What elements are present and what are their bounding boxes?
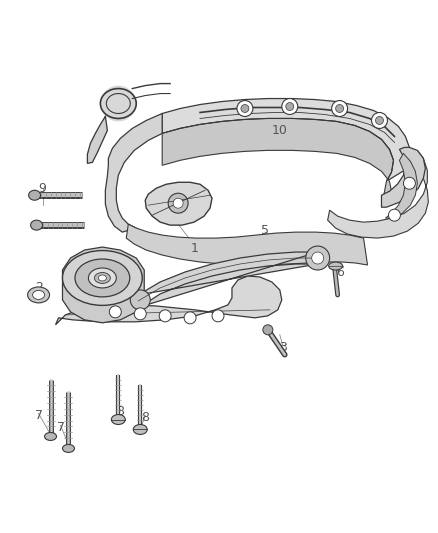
- Ellipse shape: [63, 251, 142, 305]
- Circle shape: [332, 101, 348, 117]
- Circle shape: [312, 252, 324, 264]
- Polygon shape: [106, 114, 162, 232]
- Text: 3: 3: [279, 341, 287, 354]
- Circle shape: [100, 86, 136, 122]
- Circle shape: [212, 310, 224, 322]
- Text: 5: 5: [261, 224, 269, 237]
- Text: 6: 6: [336, 266, 343, 279]
- Ellipse shape: [88, 268, 117, 288]
- Circle shape: [282, 99, 298, 115]
- Circle shape: [375, 117, 384, 124]
- Circle shape: [389, 209, 400, 221]
- Polygon shape: [381, 148, 425, 207]
- Circle shape: [159, 310, 171, 322]
- Text: 8: 8: [117, 405, 124, 418]
- Circle shape: [286, 102, 294, 110]
- Text: 4: 4: [102, 270, 110, 282]
- Polygon shape: [328, 150, 428, 238]
- Text: 1: 1: [191, 241, 199, 255]
- Circle shape: [168, 193, 188, 213]
- Circle shape: [134, 308, 146, 320]
- Polygon shape: [162, 118, 393, 207]
- Text: 7: 7: [35, 409, 42, 422]
- Ellipse shape: [75, 259, 130, 297]
- Circle shape: [403, 177, 415, 189]
- Ellipse shape: [95, 272, 110, 284]
- Polygon shape: [88, 117, 107, 163]
- Polygon shape: [138, 252, 318, 307]
- Ellipse shape: [32, 290, 45, 300]
- Circle shape: [241, 104, 249, 112]
- Circle shape: [263, 325, 273, 335]
- Text: 9: 9: [39, 182, 46, 195]
- Ellipse shape: [28, 190, 41, 200]
- Ellipse shape: [63, 445, 74, 453]
- Circle shape: [173, 198, 183, 208]
- Text: 2: 2: [35, 281, 42, 294]
- Circle shape: [371, 112, 388, 128]
- Ellipse shape: [45, 432, 57, 440]
- Polygon shape: [63, 247, 144, 323]
- Ellipse shape: [31, 220, 42, 230]
- Text: 7: 7: [57, 421, 64, 434]
- Ellipse shape: [28, 287, 49, 303]
- Circle shape: [336, 104, 343, 112]
- Polygon shape: [56, 276, 282, 325]
- Ellipse shape: [133, 424, 147, 434]
- Text: 10: 10: [272, 124, 288, 137]
- Circle shape: [306, 246, 330, 270]
- Ellipse shape: [111, 415, 125, 424]
- Polygon shape: [162, 99, 410, 181]
- Circle shape: [184, 312, 196, 324]
- Circle shape: [110, 306, 121, 318]
- Ellipse shape: [328, 262, 343, 270]
- Ellipse shape: [99, 275, 106, 281]
- Polygon shape: [385, 154, 417, 218]
- Text: 8: 8: [141, 411, 149, 424]
- Polygon shape: [145, 182, 212, 225]
- Polygon shape: [126, 224, 367, 265]
- Circle shape: [130, 290, 150, 310]
- Circle shape: [237, 101, 253, 117]
